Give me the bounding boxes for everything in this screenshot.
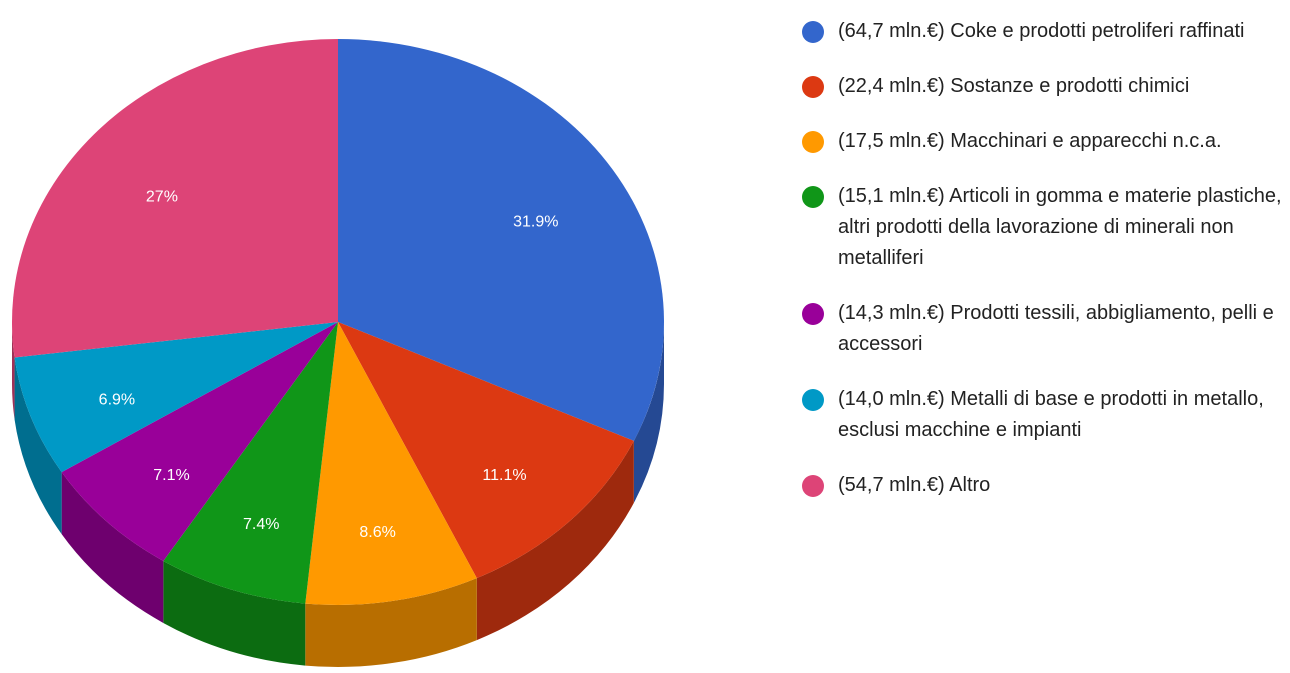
slice [11,39,338,358]
data-label: 31.9% [513,213,558,230]
slice [338,39,664,441]
legend-marker [802,389,824,411]
legend-item: (14,0 mln.€) Metalli di base e prodotti … [800,384,1288,446]
slice-side [305,578,477,668]
slice-side [12,322,15,420]
legend-label: (14,0 mln.€) Metalli di base e prodotti … [838,388,1264,441]
slice-side [633,322,664,503]
slice-side [476,440,634,641]
legend-label: (14,3 mln.€) Prodotti tessili, abbigliam… [838,302,1274,355]
legend-item: (54,7 mln.€) Altro [800,470,1288,501]
pie-chart: 31.9% 11.1% 8.6% 7.4% 7.1% 6.9% 27% [11,39,664,668]
legend: (64,7 mln.€) Coke e prodotti petroliferi… [800,16,1288,525]
data-label: 27% [146,188,178,205]
slice [305,322,477,605]
legend-marker [802,21,824,43]
legend-item: (64,7 mln.€) Coke e prodotti petroliferi… [800,16,1288,47]
slice-side [14,357,62,535]
slice-side [163,560,306,666]
legend-marker [802,131,824,153]
legend-label: (17,5 mln.€) Macchinari e apparecchi n.c… [838,130,1222,152]
legend-label: (54,7 mln.€) Altro [838,474,991,496]
slice [14,322,338,473]
slice-side [61,472,164,623]
legend-marker [802,76,824,98]
slice [61,322,339,561]
legend-item: (15,1 mln.€) Articoli in gomma e materie… [800,181,1288,274]
data-label: 11.1% [482,467,526,484]
data-label: 6.9% [99,392,135,409]
legend-label: (22,4 mln.€) Sostanze e prodotti chimici [838,75,1190,97]
legend-item: (17,5 mln.€) Macchinari e apparecchi n.c… [800,126,1288,157]
legend-item: (14,3 mln.€) Prodotti tessili, abbigliam… [800,298,1288,360]
legend-marker [802,186,824,208]
legend-item: (22,4 mln.€) Sostanze e prodotti chimici [800,71,1288,102]
data-label: 7.1% [153,467,189,484]
data-label: 7.4% [243,516,279,533]
slice [163,322,338,604]
slice [338,322,634,579]
data-label: 8.6% [359,524,395,541]
legend-label: (64,7 mln.€) Coke e prodotti petroliferi… [838,20,1245,42]
legend-marker [802,303,824,325]
legend-label: (15,1 mln.€) Articoli in gomma e materie… [838,185,1282,269]
legend-marker [802,475,824,497]
